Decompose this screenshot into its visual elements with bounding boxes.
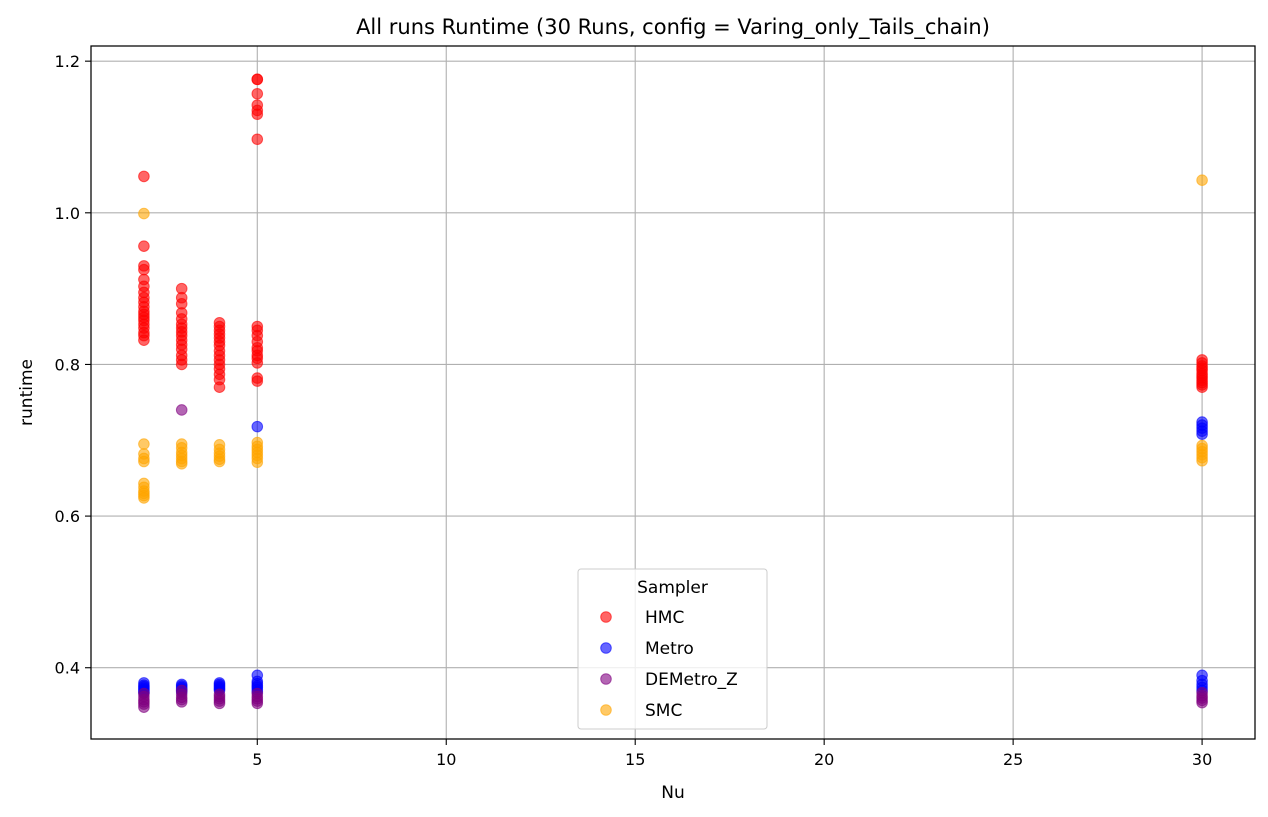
point-smc (251, 456, 264, 469)
x-tick-label: 10 (436, 750, 456, 769)
point-smc (138, 438, 150, 450)
point-smc (1196, 174, 1208, 187)
x-tick-label: 5 (252, 750, 262, 769)
point-hmc (138, 240, 150, 252)
point-demetro-z (138, 701, 150, 713)
point-hmc (251, 87, 264, 100)
point-hmc (251, 133, 264, 146)
point-hmc (251, 375, 264, 387)
point-hmc (175, 358, 188, 371)
point-hmc (251, 357, 264, 369)
point-demetro-z (213, 697, 226, 710)
point-smc (138, 207, 150, 220)
legend-label-metro: Metro (645, 639, 694, 659)
point-hmc (251, 73, 264, 86)
legend-marker-metro (600, 642, 612, 654)
y-axis-title: runtime (17, 359, 37, 426)
point-metro (1196, 428, 1208, 441)
legend-label-hmc: HMC (645, 608, 684, 628)
y-tick-label: 0.6 (55, 507, 80, 526)
point-demetro-z (251, 697, 264, 710)
point-demetro-z (175, 696, 188, 708)
legend-title: Sampler (637, 578, 708, 598)
point-hmc (138, 263, 150, 276)
legend-box (577, 568, 768, 730)
y-tick-label: 0.4 (55, 659, 80, 678)
y-tick-label: 0.8 (55, 355, 80, 374)
point-demetro-z (175, 404, 188, 416)
x-tick-label: 15 (625, 750, 645, 769)
legend-entries: HMC Metro DEMetro_Z SMC (600, 608, 738, 721)
point-smc (138, 455, 150, 468)
point-metro (251, 420, 264, 433)
legend: Sampler HMC Metro DEMetro_Z SMC (577, 568, 768, 730)
axis-ticks: 5 10 15 20 25 30 0.4 0.6 0.8 1.0 1.2 (55, 52, 1213, 769)
plot-frame (90, 45, 1256, 740)
point-hmc (138, 334, 150, 346)
y-tick-label: 1.2 (55, 52, 80, 71)
point-smc (213, 455, 226, 468)
point-demetro-z (1196, 696, 1208, 709)
x-tick-label: 25 (1003, 750, 1023, 769)
legend-marker-smc (600, 704, 612, 716)
point-smc (138, 492, 150, 504)
data-points (138, 73, 1208, 713)
point-hmc (1196, 381, 1208, 393)
point-hmc (138, 170, 150, 183)
point-hmc (213, 381, 226, 393)
point-hmc (251, 108, 264, 121)
point-smc (175, 457, 188, 470)
x-tick-label: 20 (814, 750, 834, 769)
y-tick-label: 1.0 (55, 204, 80, 223)
x-tick-label: 30 (1192, 750, 1212, 769)
point-smc (1196, 454, 1208, 467)
x-axis-title: Nu (661, 783, 685, 803)
legend-label-demetro-z: DEMetro_Z (645, 670, 738, 690)
legend-marker-demetro-z (600, 673, 612, 685)
chart-title: All runs Runtime (30 Runs, config = Vari… (356, 15, 990, 40)
legend-marker-hmc (600, 611, 612, 623)
legend-label-smc: SMC (645, 701, 682, 721)
